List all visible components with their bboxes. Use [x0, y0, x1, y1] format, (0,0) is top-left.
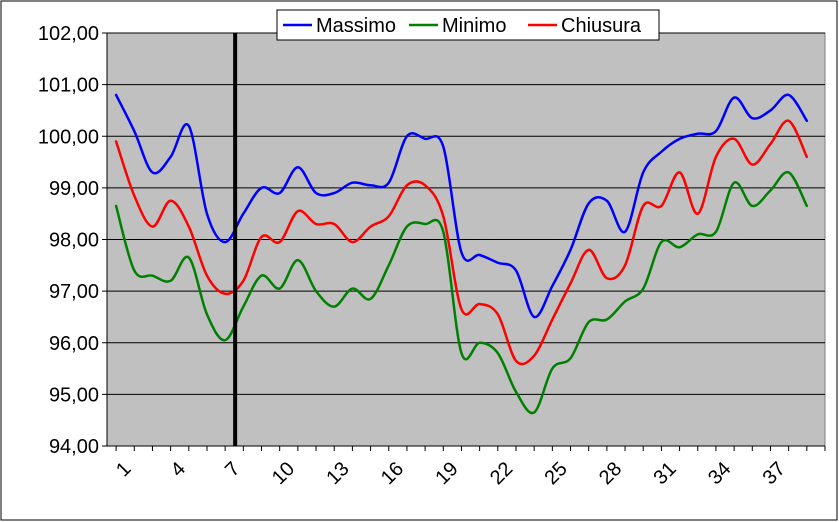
y-tick-label: 95,00 — [49, 384, 99, 406]
series-lines — [114, 93, 809, 415]
y-tick-label: 100,00 — [38, 126, 99, 148]
y-tick-label: 102,00 — [38, 23, 99, 45]
y-tick-label: 96,00 — [49, 333, 99, 355]
y-axis: 94,00 95,00 96,00 97,00 98,00 99,00 100,00 101,… — [38, 23, 108, 458]
y-tick-label: 97,00 — [49, 281, 99, 303]
legend-label-minimo: Minimo — [442, 15, 506, 37]
legend-box — [276, 9, 660, 41]
y-tick-label: 99,00 — [49, 178, 99, 200]
legend: Massimo Minimo Chiusura — [276, 9, 660, 41]
series-line-minimo — [114, 170, 809, 415]
y-tick-label: 101,00 — [38, 75, 99, 97]
y-tick-label: 94,00 — [49, 436, 99, 458]
grid-lines — [107, 32, 825, 447]
series-line-massimo — [114, 93, 809, 319]
legend-label-massimo: Massimo — [316, 15, 396, 37]
y-tick-label: 98,00 — [49, 230, 99, 252]
series-line-chiusura — [114, 119, 809, 366]
legend-label-chiusura: Chiusura — [561, 15, 642, 37]
